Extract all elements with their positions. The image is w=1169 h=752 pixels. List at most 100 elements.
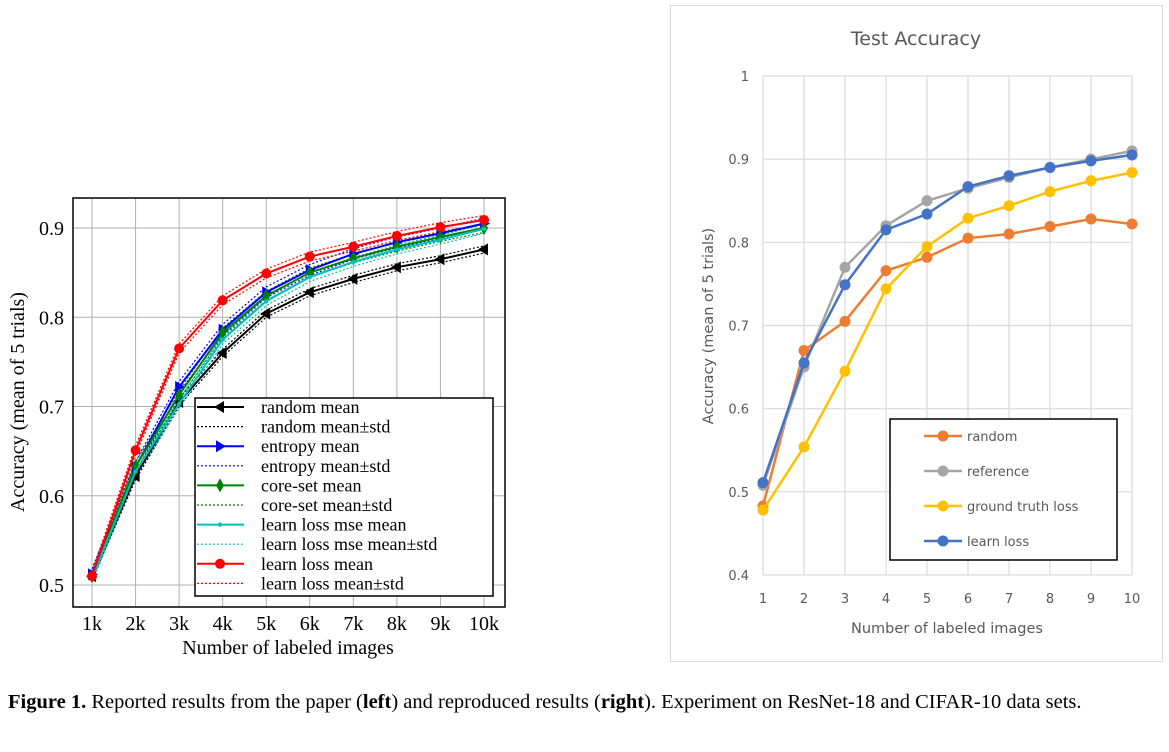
std-line <box>91 214 485 572</box>
left-x-axis-label: Number of labeled images <box>182 637 394 659</box>
data-point <box>1085 155 1097 167</box>
x-tick-label: 8 <box>1046 592 1054 607</box>
data-point <box>757 477 769 489</box>
series-line <box>761 171 1133 511</box>
data-point <box>962 212 974 224</box>
x-tick-label: 9 <box>1087 592 1095 607</box>
data-point <box>839 261 851 273</box>
data-point <box>478 243 488 256</box>
data-point <box>434 253 445 266</box>
data-point <box>307 274 312 280</box>
data-point <box>260 307 271 320</box>
data-point <box>1126 166 1138 178</box>
data-point <box>1003 228 1015 240</box>
caption-bold-left: left <box>362 691 392 713</box>
x-tick-label: 5k <box>256 613 276 635</box>
data-point <box>394 247 400 252</box>
data-point <box>962 181 974 193</box>
x-tick-label: 2 <box>800 592 808 607</box>
data-point <box>351 259 356 265</box>
series-line <box>761 217 1133 507</box>
data-point <box>880 265 892 277</box>
x-tick-label: 6 <box>964 592 972 607</box>
data-point <box>220 337 225 342</box>
y-tick-label: 0.6 <box>39 486 64 508</box>
std-line <box>91 252 485 580</box>
data-point <box>216 346 227 359</box>
data-point <box>218 325 227 340</box>
series-line <box>761 153 1133 484</box>
data-point <box>390 261 401 274</box>
data-point <box>1085 213 1097 225</box>
caption-label: Figure 1. <box>8 691 87 713</box>
legend-label: learn loss <box>967 535 1029 550</box>
data-point <box>880 283 892 295</box>
y-tick-label: 0.4 <box>728 569 749 584</box>
x-tick-label: 3k <box>169 613 189 635</box>
data-point <box>757 504 769 516</box>
data-point <box>304 251 315 262</box>
right-y-axis-label: Accuracy (mean of 5 trials) <box>701 228 717 424</box>
legend-marker <box>937 535 949 547</box>
data-point <box>962 232 974 244</box>
left-plot-frame <box>72 197 506 608</box>
data-point <box>798 441 810 453</box>
data-point <box>839 315 851 327</box>
y-tick-label: 0.8 <box>728 236 749 251</box>
data-point <box>175 387 184 402</box>
right-legend: random reference ground truth loss learn lo… <box>889 418 1118 561</box>
x-tick-label: 10 <box>1124 592 1141 607</box>
x-tick-label: 2k <box>126 613 146 635</box>
series-line <box>91 227 485 577</box>
data-point <box>1044 221 1056 233</box>
data-point <box>261 268 272 279</box>
data-point <box>921 195 933 207</box>
data-point <box>176 401 182 407</box>
left-chart: 1k 2k 3k 4k 5k 6k 7k 8k 9k 10k 0.5 0.6 0.7 0.8 0.9 Num… <box>7 197 506 659</box>
caption-text-2: ) and reproduced results ( <box>391 691 601 713</box>
caption-text-1: Reported results from the paper ( <box>86 691 363 713</box>
legend-label: random mean <box>261 397 359 417</box>
data-point <box>1003 170 1015 182</box>
right-chart: Test Accuracy 1 2 3 4 5 6 7 8 9 10 0.4 0.5 0.6 0.7 0.8… <box>670 5 1163 662</box>
x-tick-label: 1 <box>759 592 767 607</box>
data-point <box>264 298 269 304</box>
legend-label: random <box>967 430 1017 445</box>
data-point <box>481 226 487 232</box>
x-tick-label: 6k <box>300 613 320 635</box>
series-line <box>91 227 485 579</box>
legend-marker <box>216 478 224 493</box>
legend-label: entropy mean <box>261 436 359 456</box>
legend-marker <box>937 500 949 512</box>
data-point <box>1126 149 1138 161</box>
data-point <box>347 272 358 285</box>
legend-marker <box>937 465 949 477</box>
figure-caption: Figure 1. Reported results from the pape… <box>8 686 1163 718</box>
data-point <box>839 365 851 377</box>
data-point <box>880 224 892 236</box>
data-point <box>798 344 810 356</box>
legend-label: ground truth loss <box>967 500 1079 515</box>
y-tick-label: 0.5 <box>728 486 749 501</box>
y-tick-label: 0.8 <box>39 307 64 329</box>
y-tick-label: 0.7 <box>728 320 749 335</box>
data-point <box>217 295 228 306</box>
legend-marker <box>937 430 949 442</box>
data-point <box>1126 218 1138 230</box>
y-tick-label: 0.9 <box>728 153 749 168</box>
legend-marker <box>214 401 224 413</box>
legend-label: learn loss mse mean±std <box>261 534 437 554</box>
legend-label: learn loss mse mean <box>261 515 406 535</box>
data-point <box>798 357 810 369</box>
x-tick-label: 1k <box>82 613 102 635</box>
data-point <box>87 571 97 582</box>
data-point <box>921 208 933 220</box>
data-point <box>348 241 359 252</box>
caption-bold-right: right <box>600 691 645 713</box>
series-line <box>91 218 485 577</box>
left-y-axis-label: Accuracy (mean of 5 trials) <box>7 292 29 512</box>
x-tick-label: 10k <box>469 613 499 635</box>
y-tick-label: 0.7 <box>39 397 64 419</box>
data-point <box>1044 186 1056 198</box>
